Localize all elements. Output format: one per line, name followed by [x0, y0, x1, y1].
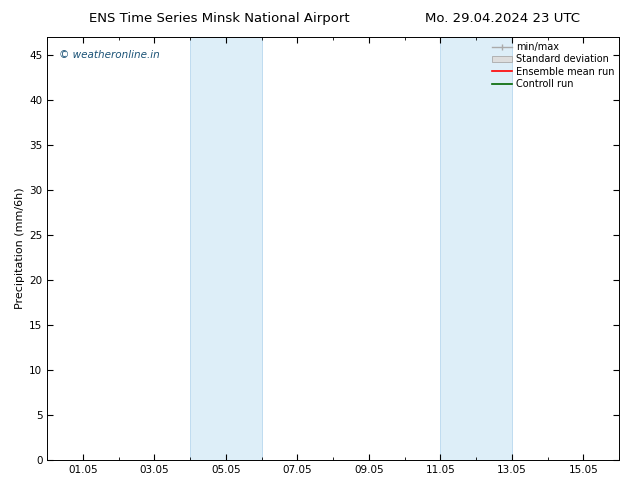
Text: Mo. 29.04.2024 23 UTC: Mo. 29.04.2024 23 UTC [425, 12, 579, 25]
Text: ENS Time Series Minsk National Airport: ENS Time Series Minsk National Airport [89, 12, 349, 25]
Y-axis label: Precipitation (mm/6h): Precipitation (mm/6h) [15, 188, 25, 309]
Bar [190, 37, 262, 460]
Text: © weatheronline.in: © weatheronline.in [59, 50, 160, 60]
Bar [441, 37, 512, 460]
Legend: min/max, Standard deviation, Ensemble mean run, Controll run: min/max, Standard deviation, Ensemble me… [490, 40, 616, 91]
